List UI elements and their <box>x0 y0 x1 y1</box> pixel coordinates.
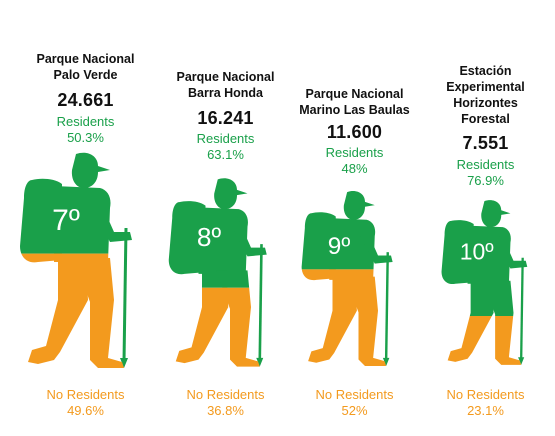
no-residents-share-fill <box>301 269 387 366</box>
hiker-backpack <box>21 253 62 263</box>
park-name-line: Marino Las Baulas <box>299 103 410 117</box>
hiker-arm <box>360 226 393 264</box>
residents-share-fill <box>301 191 393 270</box>
pole-tip <box>382 357 390 366</box>
residents-text: Residents <box>325 145 384 160</box>
hiker-arm <box>92 196 132 242</box>
rank-label: 9º <box>328 233 351 260</box>
trekking-pole <box>520 257 524 361</box>
park-column-barra-honda: Parque Nacional Barra Honda 16.241 Resid… <box>156 0 295 436</box>
residents-share-fill <box>20 152 132 254</box>
hiker-arm <box>231 216 267 257</box>
hiker-backpack <box>301 269 336 281</box>
hiker-backpack <box>20 178 62 254</box>
rank-label: 8º <box>197 222 222 252</box>
hiker-right-leg <box>345 276 387 366</box>
no-residents-percent: 52% <box>341 403 368 418</box>
hiker-figure: 7º <box>20 152 132 368</box>
hiker-right-leg <box>74 258 124 368</box>
residents-percent: 50.3% <box>67 130 104 145</box>
hiker-arm <box>496 233 528 269</box>
pole-tip <box>120 358 128 368</box>
residents-label: Residents 76.9% <box>416 157 555 189</box>
residents-label: Residents 50.3% <box>16 114 155 146</box>
hiker-head <box>214 178 248 210</box>
park-column-las-baulas: Parque Nacional Marino Las Baulas 11.600… <box>285 0 424 436</box>
no-residents-percent: 36.8% <box>207 403 244 418</box>
park-name-line: Horizontes <box>453 96 518 110</box>
hiker-figure: 8º <box>168 178 267 367</box>
trekking-pole <box>258 244 263 362</box>
no-residents-share-fill <box>175 287 260 367</box>
no-residents-share-fill <box>21 253 124 368</box>
trekking-pole <box>384 252 389 362</box>
park-name: Parque Nacional Palo Verde <box>16 51 155 83</box>
residents-text: Residents <box>456 157 515 172</box>
visitor-total: 11.600 <box>326 122 383 142</box>
residents-label: Residents 63.1% <box>156 131 295 163</box>
residents-percent: 63.1% <box>207 147 244 162</box>
residents-percent: 48% <box>341 161 368 176</box>
hiker-left-leg <box>308 276 357 363</box>
park-name-line: Palo Verde <box>53 68 118 82</box>
hiker-right-leg <box>495 316 522 365</box>
park-column-horizontes: Estación Experimental Horizontes Foresta… <box>416 0 555 436</box>
visitor-total: 7.551 <box>462 133 509 153</box>
hiker-left-leg <box>447 316 492 362</box>
no-residents-text: No Residents <box>186 387 265 402</box>
hiker-head <box>71 152 110 188</box>
hiker-right-leg <box>216 270 250 288</box>
hiker-backpack <box>168 201 206 275</box>
park-name-line: Parque Nacional <box>176 70 275 84</box>
park-name: Parque Nacional Marino Las Baulas <box>285 86 424 118</box>
residents-percent: 76.9% <box>467 173 504 188</box>
park-column-palo-verde: Parque Nacional Palo Verde 24.661 Reside… <box>16 0 155 436</box>
no-residents-label: No Residents 52% <box>285 387 424 419</box>
hiker-head <box>343 191 375 220</box>
hiker-figure: 10º <box>441 200 528 365</box>
no-residents-label: No Residents 49.6% <box>16 387 155 419</box>
residents-label: Residents 48% <box>285 145 424 177</box>
no-residents-percent: 49.6% <box>67 403 104 418</box>
hiker-backpack <box>441 220 474 285</box>
no-residents-label: No Residents 36.8% <box>156 387 295 419</box>
hiker-left-leg <box>28 258 88 364</box>
park-name: Parque Nacional Barra Honda <box>156 69 295 101</box>
visitor-total: 24.661 <box>57 90 114 110</box>
no-residents-percent: 23.1% <box>467 403 504 418</box>
park-name-line: Experimental <box>446 80 525 94</box>
park-name-line: Parque Nacional <box>305 87 404 101</box>
hiker-right-leg <box>222 287 260 367</box>
no-residents-text: No Residents <box>315 387 394 402</box>
no-residents-text: No Residents <box>46 387 125 402</box>
rank-label: 10º <box>460 238 495 264</box>
park-name-line: Forestal <box>461 112 510 126</box>
hiker-backpack <box>301 212 336 270</box>
park-name: Estación Experimental Horizontes Foresta… <box>416 63 555 127</box>
park-name-line: Barra Honda <box>187 86 264 100</box>
residents-share-fill <box>441 200 528 317</box>
park-name-line: Parque Nacional <box>36 52 135 66</box>
residents-share-fill <box>168 178 267 288</box>
rank-label: 7º <box>52 204 80 237</box>
hiker-left-leg <box>175 287 229 364</box>
residents-text: Residents <box>196 131 255 146</box>
no-residents-label: No Residents 23.1% <box>416 387 555 419</box>
residents-text: Residents <box>56 114 115 129</box>
pole-tip <box>256 357 264 367</box>
hiker-right-leg <box>482 280 514 317</box>
no-residents-share-fill <box>447 316 522 365</box>
trekking-pole <box>122 227 128 363</box>
no-residents-text: No Residents <box>446 387 525 402</box>
visitor-total: 16.241 <box>197 108 254 128</box>
pole-tip <box>518 357 525 365</box>
hiker-figure: 9º <box>301 191 393 366</box>
park-name-line: Estación <box>459 64 512 78</box>
hiker-head <box>481 200 511 228</box>
